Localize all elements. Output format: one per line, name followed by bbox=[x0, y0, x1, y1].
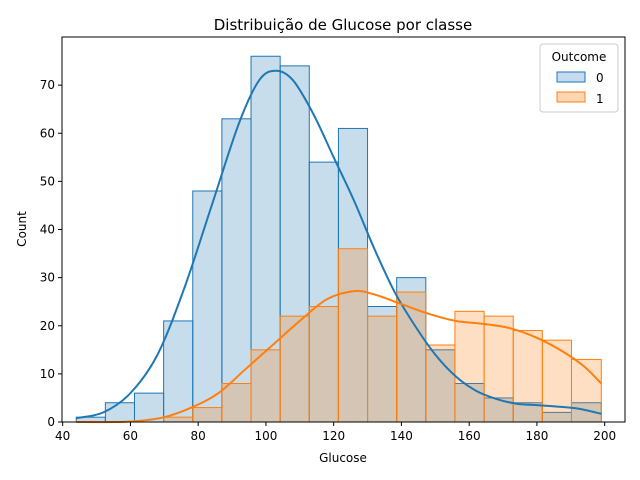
x-tick-label-180: 180 bbox=[525, 429, 548, 443]
x-tick-label-120: 120 bbox=[322, 429, 345, 443]
y-tick-label-60: 60 bbox=[40, 126, 55, 140]
kde-line-0 bbox=[76, 69, 602, 420]
legend-swatch-0 bbox=[556, 71, 586, 83]
x-tick-label-160: 160 bbox=[458, 429, 481, 443]
y-tick-label-40: 40 bbox=[40, 223, 55, 237]
y-axis-label: Count bbox=[15, 211, 29, 247]
x-tick-label-80: 80 bbox=[191, 429, 206, 443]
legend-title: Outcome bbox=[552, 50, 607, 64]
x-axis-ticks: 40 60 80 100 120 140 160 180 200 bbox=[55, 422, 616, 443]
chart-title: Distribuição de Glucose por classe bbox=[214, 16, 472, 34]
x-axis-label: Glucose bbox=[319, 451, 367, 465]
x-tick-label-100: 100 bbox=[254, 429, 277, 443]
y-axis-ticks: 0 10 20 30 40 50 60 70 bbox=[40, 78, 62, 429]
y-tick-label-50: 50 bbox=[40, 174, 55, 188]
y-tick-label-70: 70 bbox=[40, 78, 55, 92]
x-tick-label-200: 200 bbox=[593, 429, 616, 443]
y-tick-label-10: 10 bbox=[40, 367, 55, 381]
x-tick-label-40: 40 bbox=[55, 429, 70, 443]
kde-line-1 bbox=[76, 289, 602, 424]
y-tick-label-20: 20 bbox=[40, 319, 55, 333]
x-tick-label-60: 60 bbox=[123, 429, 138, 443]
x-tick-label-140: 140 bbox=[390, 429, 413, 443]
legend-swatch-1 bbox=[556, 91, 586, 103]
legend-label-0: 0 bbox=[596, 71, 604, 85]
legend-label-1: 1 bbox=[596, 92, 604, 106]
legend: Outcome 0 1 bbox=[539, 43, 619, 113]
y-tick-label-0: 0 bbox=[47, 415, 55, 429]
y-tick-label-30: 30 bbox=[40, 271, 55, 285]
